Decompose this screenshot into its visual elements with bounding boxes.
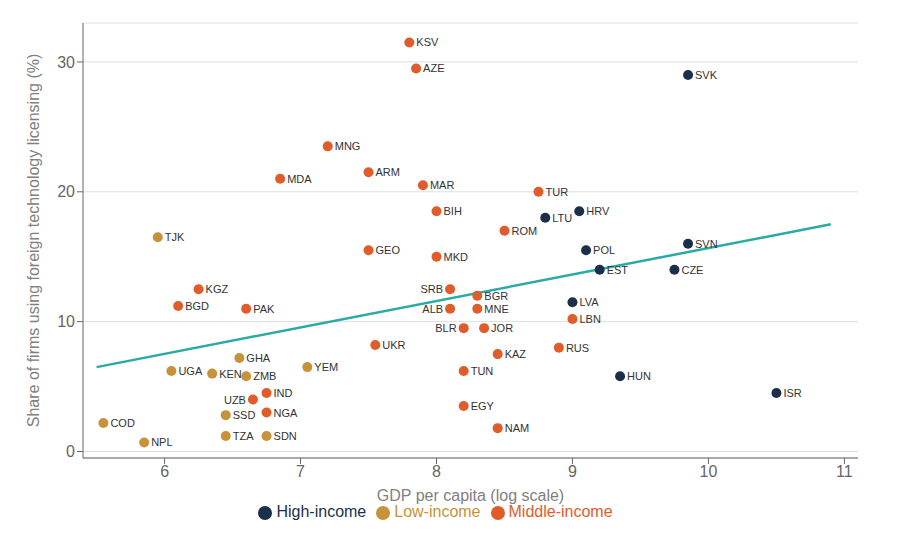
- html-text:Middle-income: Middle-income: [508, 503, 613, 520]
- svg-text:HRV: HRV: [586, 205, 610, 217]
- svg-text:KAZ: KAZ: [505, 348, 527, 360]
- svg-text:10: 10: [700, 463, 718, 480]
- svg-text:JOR: JOR: [491, 322, 513, 334]
- svg-text:MAR: MAR: [430, 179, 455, 191]
- svg-text:ISR: ISR: [783, 387, 801, 399]
- svg-text:Share of firms using foreign t: Share of firms using foreign technology …: [25, 54, 42, 428]
- svg-text:8: 8: [432, 463, 441, 480]
- svg-text:ALB: ALB: [422, 303, 443, 315]
- svg-text:LTU: LTU: [552, 212, 572, 224]
- svg-text:MNG: MNG: [335, 140, 361, 152]
- svg-text:POL: POL: [593, 244, 615, 256]
- svg-text:HUN: HUN: [627, 370, 651, 382]
- svg-text:GDP per capita (log scale): GDP per capita (log scale): [377, 487, 564, 504]
- svg-text:MDA: MDA: [287, 173, 312, 185]
- svg-text:SRB: SRB: [420, 283, 443, 295]
- svg-text:KGZ: KGZ: [206, 283, 229, 295]
- svg-text:KEN: KEN: [219, 368, 242, 380]
- svg-text:BGR: BGR: [484, 290, 508, 302]
- svg-text:11: 11: [836, 463, 853, 480]
- svg-text:CZE: CZE: [681, 264, 703, 276]
- svg-text:TJK: TJK: [165, 231, 185, 243]
- svg-text:KSV: KSV: [416, 36, 439, 48]
- svg-text:10: 10: [57, 313, 75, 330]
- svg-text:7: 7: [296, 463, 305, 480]
- svg-text:0: 0: [66, 443, 75, 460]
- svg-text:UKR: UKR: [382, 339, 405, 351]
- svg-text:PAK: PAK: [253, 303, 275, 315]
- svg-text:EST: EST: [607, 264, 629, 276]
- svg-text:IND: IND: [274, 387, 293, 399]
- svg-text:30: 30: [57, 54, 75, 71]
- svg-text:COD: COD: [110, 417, 135, 429]
- svg-text:NAM: NAM: [505, 422, 529, 434]
- svg-text:SVN: SVN: [695, 238, 718, 250]
- svg-text:RUS: RUS: [566, 342, 589, 354]
- svg-text:NGA: NGA: [274, 407, 299, 419]
- svg-text:ARM: ARM: [376, 166, 400, 178]
- svg-text:6: 6: [160, 463, 169, 480]
- svg-text:TUN: TUN: [471, 365, 494, 377]
- svg-text:TZA: TZA: [233, 430, 254, 442]
- svg-text:LBN: LBN: [579, 313, 600, 325]
- svg-text:20: 20: [57, 183, 75, 200]
- svg-text:MNE: MNE: [484, 303, 508, 315]
- svg-text:LVA: LVA: [579, 296, 599, 308]
- svg-text:NPL: NPL: [151, 436, 172, 448]
- svg-text:SVK: SVK: [695, 69, 718, 81]
- svg-text:9: 9: [568, 463, 577, 480]
- svg-text:GHA: GHA: [246, 352, 271, 364]
- svg-text:UGA: UGA: [178, 365, 203, 377]
- svg-text:YEM: YEM: [314, 361, 338, 373]
- svg-text:GEO: GEO: [376, 244, 401, 256]
- svg-text:AZE: AZE: [423, 62, 444, 74]
- svg-text:ROM: ROM: [511, 225, 537, 237]
- svg-text:BIH: BIH: [444, 205, 462, 217]
- html-text:Low-income: Low-income: [394, 503, 481, 520]
- html-text:High-income: High-income: [276, 503, 367, 520]
- svg-text:SDN: SDN: [274, 430, 297, 442]
- svg-text:EGY: EGY: [471, 400, 495, 412]
- svg-text:ZMB: ZMB: [253, 370, 276, 382]
- svg-text:UZB: UZB: [224, 394, 246, 406]
- svg-text:MKD: MKD: [444, 251, 469, 263]
- svg-text:BLR: BLR: [435, 322, 456, 334]
- svg-text:BGD: BGD: [185, 300, 209, 312]
- svg-text:SSD: SSD: [233, 409, 256, 421]
- svg-text:TUR: TUR: [545, 186, 568, 198]
